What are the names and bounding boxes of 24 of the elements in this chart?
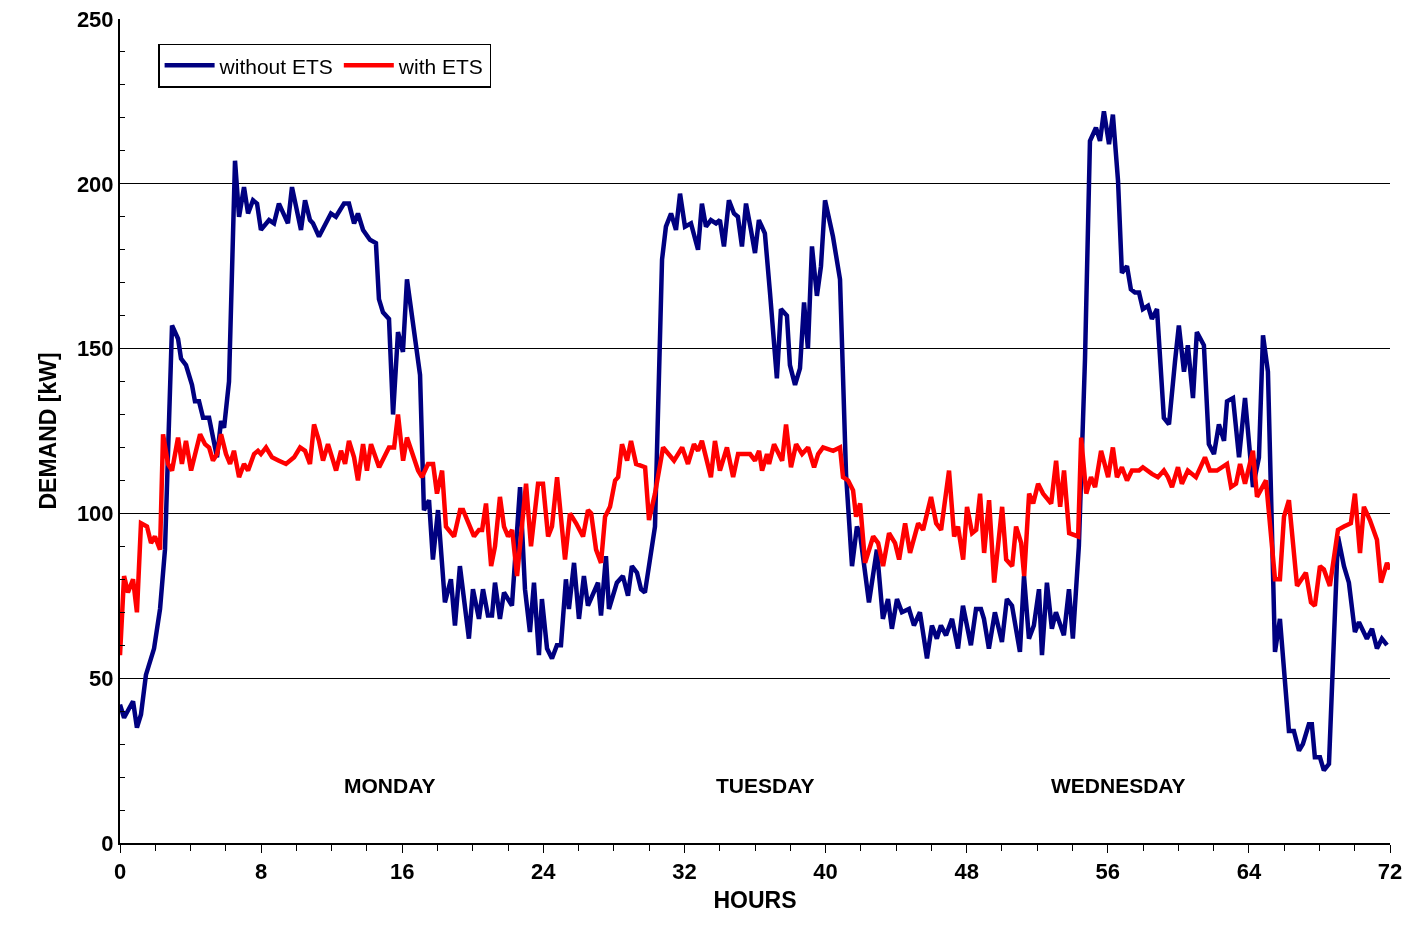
y-tick-label: 250 bbox=[76, 6, 114, 32]
x-tick-label: 56 bbox=[1095, 859, 1121, 885]
x-tick-label: 40 bbox=[813, 859, 838, 885]
annotation: WEDNESDAY bbox=[1051, 774, 1186, 797]
x-tick-label: 64 bbox=[1236, 859, 1262, 885]
x-tick-label: 72 bbox=[1377, 859, 1403, 885]
annotation: TUESDAY bbox=[716, 774, 815, 797]
x-tick-label: 24 bbox=[531, 859, 557, 885]
legend-label: without ETS bbox=[218, 54, 333, 78]
y-tick-label: 100 bbox=[76, 501, 114, 527]
y-axis-title: DEMAND [kW] bbox=[34, 352, 61, 510]
legend-label: with ETS bbox=[397, 54, 483, 78]
y-tick-label: 50 bbox=[89, 665, 114, 691]
x-tick-label: 16 bbox=[389, 859, 415, 885]
x-axis-title: HOURS bbox=[713, 886, 797, 913]
x-tick-label: 48 bbox=[954, 859, 979, 885]
line-series bbox=[120, 109, 1390, 773]
y-tick-label: 150 bbox=[76, 336, 114, 362]
y-tick-label: 200 bbox=[76, 171, 114, 197]
line-series bbox=[120, 412, 1390, 658]
x-tick-label: 32 bbox=[672, 859, 697, 885]
x-tick-label: 8 bbox=[254, 859, 268, 885]
annotation: MONDAY bbox=[344, 774, 436, 797]
y-tick-label: 0 bbox=[101, 830, 114, 856]
